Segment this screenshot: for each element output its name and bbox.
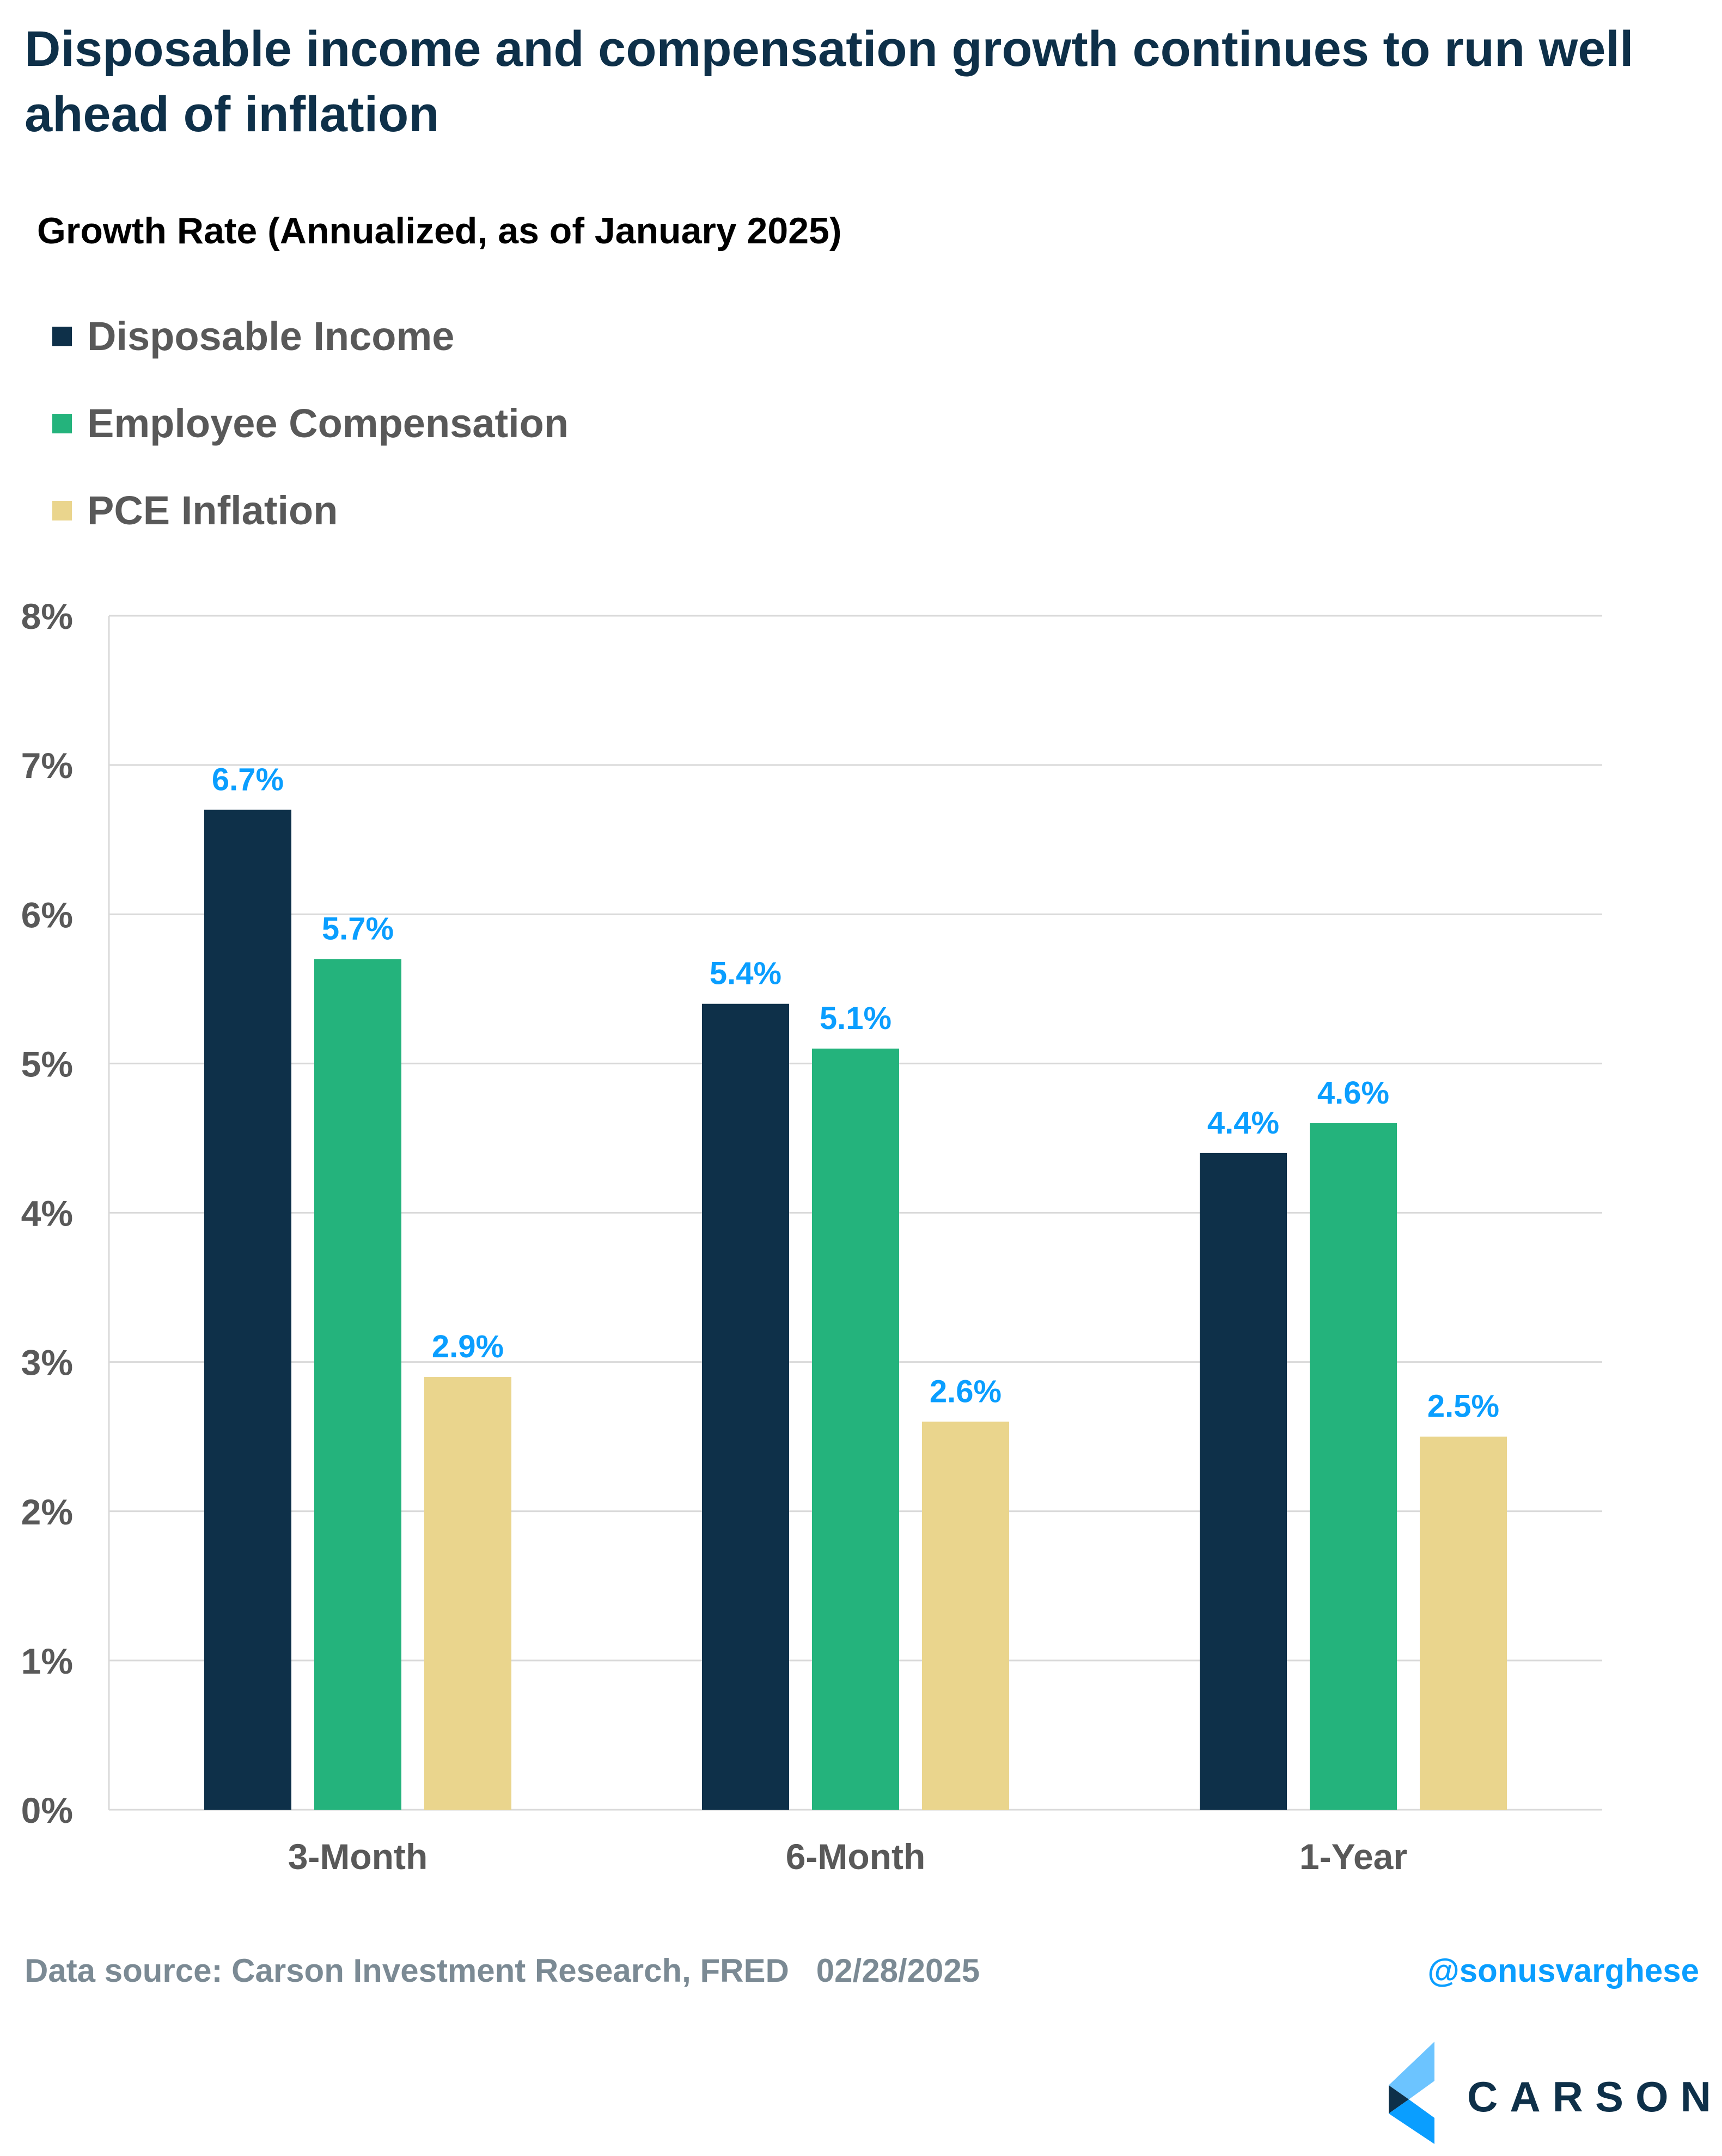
y-tick-label: 3% xyxy=(21,1343,73,1383)
data-label: 2.5% xyxy=(1427,1389,1499,1424)
bar-employee-compensation xyxy=(314,959,401,1810)
data-label: 2.6% xyxy=(930,1374,1002,1409)
legend-item-employee-compensation: Employee Compensation xyxy=(52,400,569,446)
bar-pce-inflation xyxy=(1420,1436,1507,1810)
y-tick-label: 4% xyxy=(21,1193,73,1234)
author-handle: @sonusvarghese xyxy=(1427,1952,1699,1989)
legend-label: PCE Inflation xyxy=(87,488,338,533)
carson-logo-text: CARSON xyxy=(1467,2073,1722,2121)
x-tick-label: 3-Month xyxy=(288,1836,428,1877)
legend-swatch xyxy=(52,500,72,520)
bar-employee-compensation xyxy=(1310,1123,1397,1810)
x-tick-label: 1-Year xyxy=(1299,1836,1407,1877)
y-tick-label: 6% xyxy=(21,895,73,935)
data-label: 5.4% xyxy=(710,956,781,991)
bar-employee-compensation xyxy=(812,1048,899,1810)
legend-label: Employee Compensation xyxy=(87,401,569,446)
y-tick-label: 1% xyxy=(21,1641,73,1681)
bar-disposable-income xyxy=(1200,1153,1287,1810)
bar-chart: 0% 1% 2% 3% 4% 5% 6% 7% 8% 6.7% 5.7% 2.9% 3-Month 5.4… xyxy=(21,596,1602,1877)
data-label: 5.7% xyxy=(322,911,394,946)
chart-subtitle: Growth Rate (Annualized, as of January 2… xyxy=(37,210,842,252)
y-tick-label: 2% xyxy=(21,1492,73,1532)
bar-pce-inflation xyxy=(922,1422,1009,1810)
data-label: 4.6% xyxy=(1317,1075,1389,1111)
data-label: 5.1% xyxy=(820,1001,891,1036)
bar-pce-inflation xyxy=(424,1377,511,1810)
legend-swatch xyxy=(52,326,72,346)
y-tick-label: 0% xyxy=(21,1790,73,1830)
bar-disposable-income xyxy=(702,1003,789,1810)
data-label: 6.7% xyxy=(212,762,284,797)
legend-label: Disposable Income xyxy=(87,314,455,359)
legend-swatch xyxy=(52,413,72,433)
y-tick-label: 5% xyxy=(21,1044,73,1084)
legend-item-disposable-income: Disposable Income xyxy=(52,313,454,359)
y-tick-label: 7% xyxy=(21,745,73,786)
chart-title: Disposable income and compensation growt… xyxy=(25,21,1634,142)
x-tick-label: 6-Month xyxy=(786,1836,926,1877)
legend-item-pce-inflation: PCE Inflation xyxy=(52,487,338,534)
data-source: Data source: Carson Investment Research,… xyxy=(25,1952,980,1989)
y-tick-label: 8% xyxy=(21,596,73,636)
data-label: 4.4% xyxy=(1207,1105,1279,1141)
data-label: 2.9% xyxy=(432,1329,504,1364)
bar-disposable-income xyxy=(204,810,291,1810)
